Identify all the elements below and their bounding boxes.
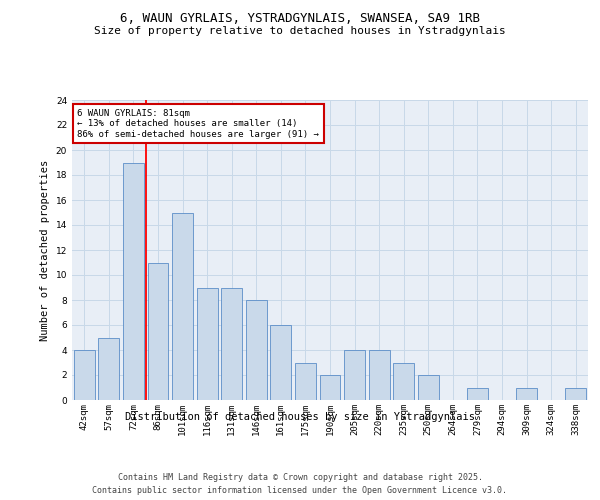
Bar xyxy=(516,388,537,400)
Bar xyxy=(418,375,439,400)
Bar xyxy=(467,388,488,400)
Bar xyxy=(148,262,169,400)
Bar xyxy=(123,162,144,400)
Bar xyxy=(221,288,242,400)
Text: Size of property relative to detached houses in Ystradgynlais: Size of property relative to detached ho… xyxy=(94,26,506,36)
Bar xyxy=(172,212,193,400)
Bar xyxy=(271,325,292,400)
Bar xyxy=(74,350,95,400)
Bar xyxy=(368,350,389,400)
Text: 6, WAUN GYRLAIS, YSTRADGYNLAIS, SWANSEA, SA9 1RB: 6, WAUN GYRLAIS, YSTRADGYNLAIS, SWANSEA,… xyxy=(120,12,480,26)
Text: Contains HM Land Registry data © Crown copyright and database right 2025.
Contai: Contains HM Land Registry data © Crown c… xyxy=(92,474,508,495)
Text: Distribution of detached houses by size in Ystradgynlais: Distribution of detached houses by size … xyxy=(125,412,475,422)
Bar xyxy=(393,362,414,400)
Bar xyxy=(295,362,316,400)
Bar xyxy=(246,300,267,400)
Y-axis label: Number of detached properties: Number of detached properties xyxy=(40,160,50,340)
Bar xyxy=(344,350,365,400)
Bar xyxy=(565,388,586,400)
Text: 6 WAUN GYRLAIS: 81sqm
← 13% of detached houses are smaller (14)
86% of semi-deta: 6 WAUN GYRLAIS: 81sqm ← 13% of detached … xyxy=(77,109,319,139)
Bar xyxy=(98,338,119,400)
Bar xyxy=(197,288,218,400)
Bar xyxy=(320,375,340,400)
